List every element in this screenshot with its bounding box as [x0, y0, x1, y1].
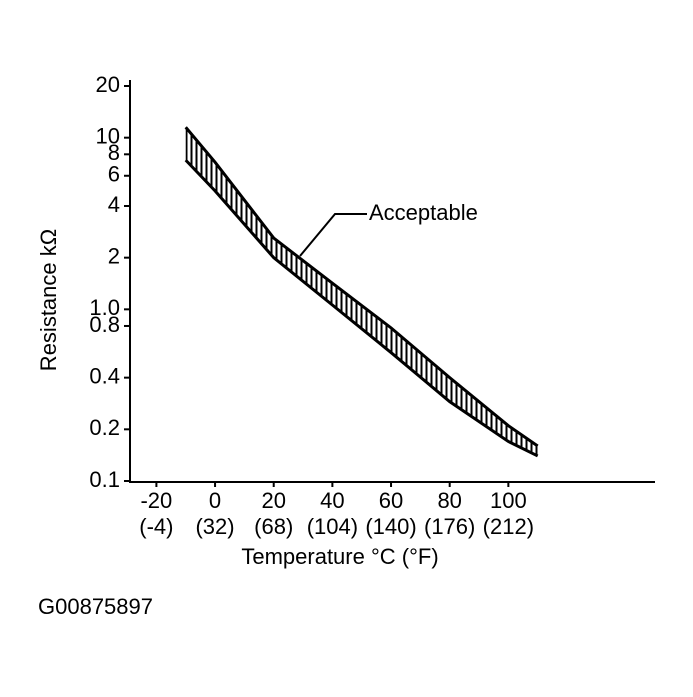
- x-tick-label: 80: [437, 488, 461, 513]
- y-tick-label: 1.0: [89, 295, 120, 320]
- x-tick-sublabel: (212): [483, 514, 534, 539]
- y-tick-label: 0.8: [89, 312, 120, 337]
- x-tick-sublabel: (32): [195, 514, 234, 539]
- y-tick-label: 4: [108, 192, 120, 217]
- y-tick-label: 20: [96, 72, 120, 97]
- x-tick-label: 40: [320, 488, 344, 513]
- x-tick-label: -20: [140, 488, 172, 513]
- x-tick-label: 0: [209, 488, 221, 513]
- x-tick-sublabel: (-4): [139, 514, 173, 539]
- x-tick-sublabel: (140): [365, 514, 416, 539]
- band-fill: [185, 127, 538, 456]
- x-tick-sublabel: (104): [307, 514, 358, 539]
- band-edge: [184, 126, 539, 448]
- annotation-leader: [299, 213, 367, 257]
- x-tick-sublabel: (176): [424, 514, 475, 539]
- annotation: Acceptable: [369, 200, 478, 225]
- y-tick-label: 0.2: [89, 415, 120, 440]
- x-tick-label: 20: [261, 488, 285, 513]
- y-tick-label: 6: [108, 162, 120, 187]
- y-tick-label: 8: [108, 140, 120, 165]
- x-tick-label: 100: [490, 488, 527, 513]
- x-axis-title: Temperature °C (°F): [241, 544, 438, 569]
- band-edge: [184, 159, 539, 458]
- y-axis-title: Resistance kΩ: [36, 229, 61, 371]
- y-tick-label: 2: [108, 243, 120, 268]
- x-tick-sublabel: (68): [254, 514, 293, 539]
- y-tick-label: 10: [96, 123, 120, 148]
- y-tick-label: 0.1: [89, 467, 120, 492]
- caption: G00875897: [38, 594, 153, 619]
- x-tick-label: 60: [379, 488, 403, 513]
- y-tick-label: 0.4: [89, 363, 120, 388]
